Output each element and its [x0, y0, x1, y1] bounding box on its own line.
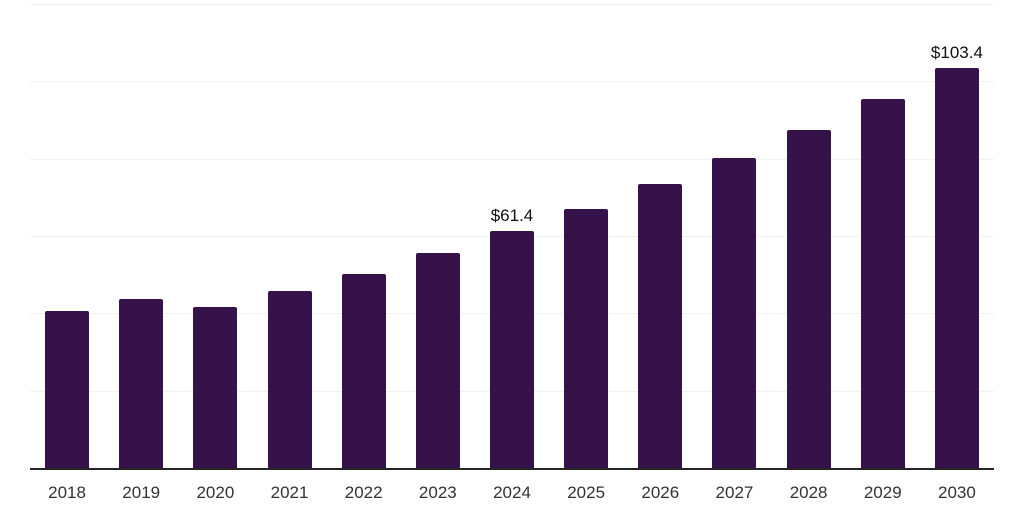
bar-2027: [712, 157, 757, 468]
bar-2020: [193, 307, 238, 468]
x-axis-line: [30, 468, 994, 470]
bar-2026: [638, 184, 683, 468]
bar-2022: [341, 273, 386, 468]
y-gridline: [30, 4, 994, 5]
x-axis-label-2019: 2019: [122, 483, 161, 502]
bar-2030: [934, 68, 979, 468]
bar-2025: [564, 208, 609, 468]
x-axis-label-2022: 2022: [344, 483, 383, 502]
x-axis-label-2029: 2029: [863, 483, 902, 502]
y-gridline: [30, 158, 994, 160]
x-axis-label-2030: 2030: [938, 483, 976, 502]
bar-2023: [415, 253, 460, 468]
data-label-2030: $103.4: [930, 43, 983, 63]
bar-2024: [490, 230, 534, 468]
bar-2028: [786, 130, 831, 468]
bar-2019: [119, 299, 164, 468]
data-label-2024: $61.4: [490, 205, 534, 225]
bar-2018: [45, 310, 90, 468]
x-axis-label-2025: 2025: [567, 483, 606, 502]
x-axis-label-2020: 2020: [196, 483, 235, 502]
bar-2021: [267, 290, 312, 468]
y-gridline: [30, 81, 994, 83]
x-axis-label-2027: 2027: [715, 483, 754, 502]
x-axis-label-2021: 2021: [270, 483, 309, 502]
x-axis-label-2023: 2023: [418, 483, 457, 502]
bar-2029: [860, 99, 905, 468]
x-axis-label-2024: 2024: [493, 483, 531, 502]
x-axis-label-2028: 2028: [789, 483, 828, 502]
x-axis-label-2018: 2018: [48, 483, 86, 502]
x-axis-label-2026: 2026: [641, 483, 680, 502]
